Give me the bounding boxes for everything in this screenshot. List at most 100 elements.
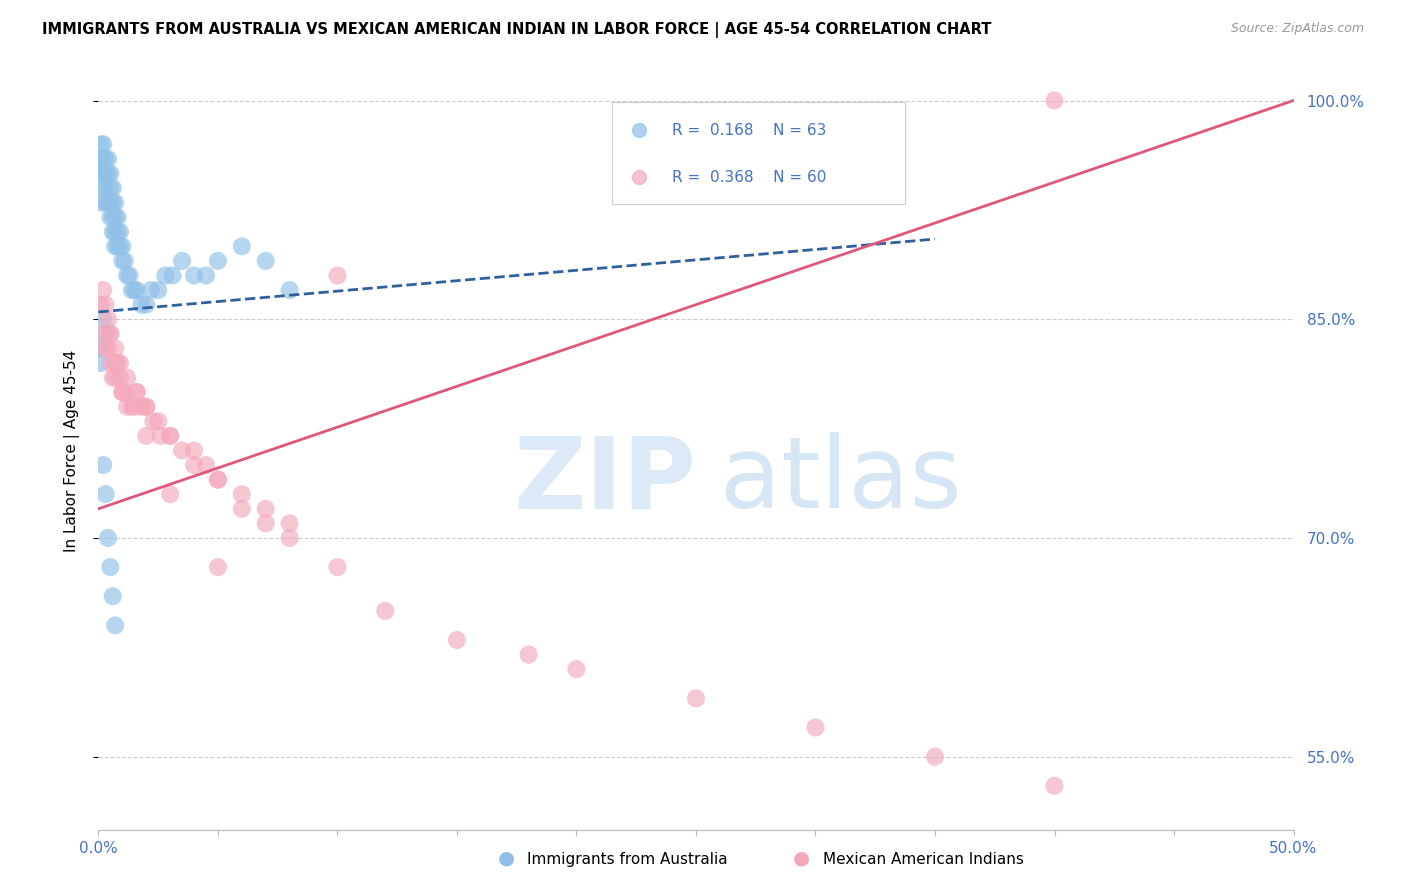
Point bbox=[98, 326, 122, 341]
Point bbox=[131, 400, 153, 414]
Point bbox=[125, 283, 148, 297]
Text: Immigrants from Australia: Immigrants from Australia bbox=[527, 852, 728, 867]
Point bbox=[111, 385, 134, 400]
Point bbox=[148, 283, 170, 297]
Point bbox=[101, 210, 124, 224]
Point bbox=[101, 195, 124, 210]
Point bbox=[183, 268, 205, 283]
Point bbox=[94, 326, 117, 341]
Point bbox=[121, 400, 143, 414]
Point bbox=[97, 152, 120, 166]
Point bbox=[90, 166, 112, 180]
Point bbox=[172, 443, 194, 458]
Point bbox=[183, 458, 205, 472]
Point bbox=[98, 356, 122, 370]
Point bbox=[91, 283, 114, 297]
Point bbox=[94, 487, 117, 501]
Point bbox=[104, 618, 127, 632]
Point bbox=[91, 166, 114, 180]
Point bbox=[148, 414, 170, 428]
FancyBboxPatch shape bbox=[613, 102, 905, 204]
Point bbox=[207, 560, 229, 574]
Point bbox=[121, 283, 143, 297]
Point bbox=[231, 487, 253, 501]
Point bbox=[94, 166, 117, 180]
Point bbox=[207, 254, 229, 268]
Point bbox=[98, 326, 122, 341]
Point bbox=[172, 254, 194, 268]
Point bbox=[98, 195, 122, 210]
Point bbox=[159, 429, 181, 443]
Point bbox=[114, 254, 136, 268]
Point bbox=[685, 691, 707, 706]
Point bbox=[104, 370, 127, 384]
Point bbox=[91, 137, 114, 152]
Point bbox=[125, 385, 148, 400]
Point bbox=[94, 181, 117, 195]
Point bbox=[159, 429, 181, 443]
Point bbox=[91, 181, 114, 195]
Text: ●: ● bbox=[793, 848, 810, 867]
Text: R =  0.168    N = 63: R = 0.168 N = 63 bbox=[672, 123, 827, 138]
Point bbox=[139, 283, 162, 297]
Point bbox=[115, 268, 138, 283]
Point bbox=[924, 749, 946, 764]
Y-axis label: In Labor Force | Age 45-54: In Labor Force | Age 45-54 bbox=[65, 350, 80, 551]
Point bbox=[111, 239, 134, 253]
Point bbox=[94, 195, 117, 210]
Point bbox=[207, 473, 229, 487]
Text: ZIP: ZIP bbox=[513, 433, 696, 529]
Point bbox=[183, 443, 205, 458]
Point bbox=[804, 721, 827, 735]
Point bbox=[254, 254, 277, 268]
Point bbox=[97, 531, 120, 545]
Point bbox=[101, 370, 124, 384]
Point bbox=[111, 385, 134, 400]
Point bbox=[278, 516, 301, 531]
Point bbox=[124, 283, 146, 297]
Point bbox=[104, 239, 127, 253]
Point bbox=[115, 400, 138, 414]
Point bbox=[374, 604, 396, 618]
Point bbox=[1043, 94, 1066, 108]
Point bbox=[108, 356, 131, 370]
Point bbox=[90, 356, 112, 370]
Point bbox=[254, 516, 277, 531]
Point bbox=[142, 414, 165, 428]
Point bbox=[114, 385, 136, 400]
Text: Mexican American Indians: Mexican American Indians bbox=[823, 852, 1024, 867]
Point bbox=[135, 400, 157, 414]
Point bbox=[91, 152, 114, 166]
Point bbox=[107, 210, 129, 224]
Point bbox=[97, 342, 120, 356]
Point bbox=[90, 137, 112, 152]
Point bbox=[97, 166, 120, 180]
Point bbox=[101, 589, 124, 603]
Point bbox=[104, 342, 127, 356]
Point bbox=[135, 400, 157, 414]
Point bbox=[125, 385, 148, 400]
Point bbox=[565, 662, 588, 676]
Point bbox=[517, 648, 540, 662]
Point bbox=[104, 225, 127, 239]
Text: IMMIGRANTS FROM AUSTRALIA VS MEXICAN AMERICAN INDIAN IN LABOR FORCE | AGE 45-54 : IMMIGRANTS FROM AUSTRALIA VS MEXICAN AME… bbox=[42, 22, 991, 38]
Point bbox=[101, 225, 124, 239]
Point bbox=[108, 225, 131, 239]
Point bbox=[94, 342, 117, 356]
Point bbox=[326, 268, 349, 283]
Point bbox=[98, 560, 122, 574]
Point bbox=[278, 283, 301, 297]
Point bbox=[90, 298, 112, 312]
Text: ●: ● bbox=[498, 848, 515, 867]
Point bbox=[155, 268, 177, 283]
Point bbox=[98, 166, 122, 180]
Point bbox=[90, 195, 112, 210]
Point bbox=[231, 501, 253, 516]
Point bbox=[1043, 779, 1066, 793]
Point bbox=[97, 312, 120, 326]
Point bbox=[111, 254, 134, 268]
Point bbox=[107, 225, 129, 239]
Point bbox=[326, 560, 349, 574]
Text: Source: ZipAtlas.com: Source: ZipAtlas.com bbox=[1230, 22, 1364, 36]
Point bbox=[115, 370, 138, 384]
